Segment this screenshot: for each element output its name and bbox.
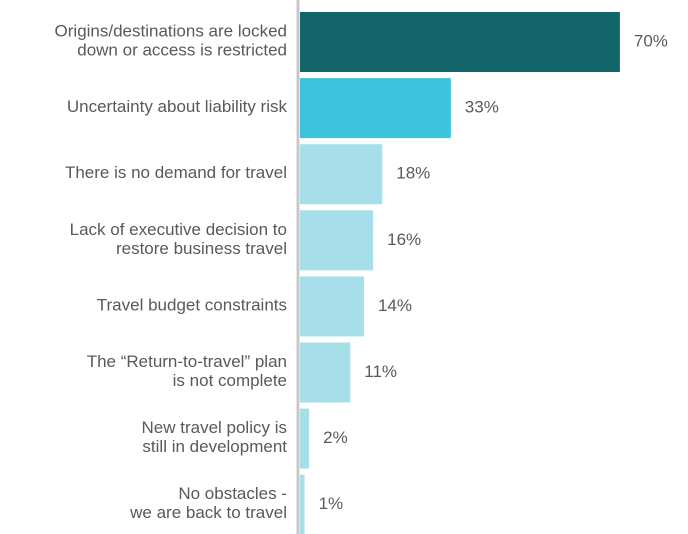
category-label: No obstacles -we are back to travel [129,485,287,523]
value-label: 1% [319,494,344,513]
bar [300,12,620,72]
bar [300,276,364,337]
value-label: 16% [387,230,421,249]
value-label: 2% [323,428,348,447]
category-label: There is no demand for travel [65,164,287,183]
category-label: Uncertainty about liability risk [67,98,288,117]
value-label: 70% [634,31,668,50]
value-label: 14% [378,296,412,315]
value-label: 33% [465,98,499,117]
bar [300,474,305,534]
bar [300,342,351,403]
bar [300,210,374,271]
value-label: 18% [396,164,430,183]
category-label: New travel policy is still in development [142,419,288,457]
bar [300,78,451,139]
bar [300,144,383,205]
category-label: Lack of executive decision to restore bus… [70,220,287,258]
category-label: Travel budget constraints [97,296,287,315]
value-label: 11% [364,362,397,381]
bar [300,408,310,469]
category-label: Origins/destinations are locked down or a… [55,22,287,60]
category-label: The “Return-to-travel” plan is not comple… [87,352,287,390]
